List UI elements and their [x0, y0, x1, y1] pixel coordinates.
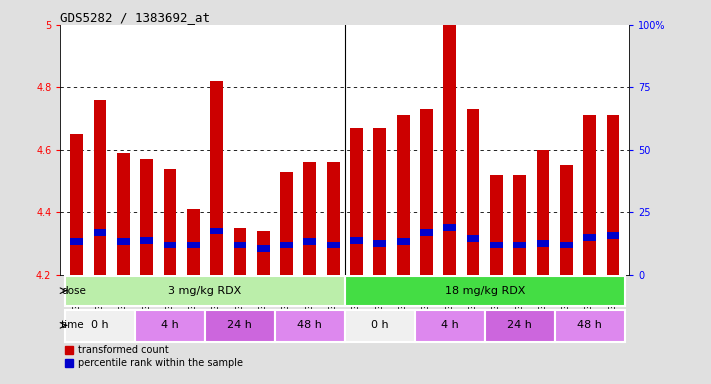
Bar: [466, 235, 479, 242]
Bar: [94, 100, 107, 275]
Bar: [490, 175, 503, 275]
Bar: [583, 234, 596, 241]
Bar: [135, 310, 205, 342]
Bar: [444, 25, 456, 275]
Bar: [373, 240, 386, 247]
Text: 24 h: 24 h: [507, 320, 532, 330]
Bar: [345, 276, 624, 306]
Bar: [164, 242, 176, 248]
Bar: [420, 229, 433, 236]
Bar: [94, 229, 107, 236]
Bar: [117, 238, 130, 245]
Text: time: time: [61, 320, 85, 330]
Bar: [304, 162, 316, 275]
Bar: [187, 242, 200, 248]
Bar: [555, 310, 624, 342]
Text: 3 mg/kg RDX: 3 mg/kg RDX: [169, 286, 242, 296]
Text: 24 h: 24 h: [228, 320, 252, 330]
Bar: [560, 166, 572, 275]
Bar: [187, 209, 200, 275]
Bar: [210, 81, 223, 275]
Text: dose: dose: [61, 286, 86, 296]
Bar: [280, 172, 293, 275]
Bar: [415, 310, 485, 342]
Bar: [70, 238, 83, 245]
Bar: [140, 237, 153, 244]
Bar: [606, 116, 619, 275]
Bar: [327, 162, 340, 275]
Text: 48 h: 48 h: [577, 320, 602, 330]
Bar: [257, 231, 269, 275]
Bar: [70, 134, 83, 275]
Bar: [140, 159, 153, 275]
Bar: [350, 237, 363, 244]
Text: 0 h: 0 h: [371, 320, 389, 330]
Bar: [513, 242, 526, 248]
Bar: [466, 109, 479, 275]
Bar: [275, 310, 345, 342]
Bar: [327, 242, 340, 248]
Bar: [280, 242, 293, 248]
Bar: [485, 310, 555, 342]
Bar: [537, 150, 550, 275]
Legend: transformed count, percentile rank within the sample: transformed count, percentile rank withi…: [65, 345, 243, 368]
Text: 18 mg/kg RDX: 18 mg/kg RDX: [444, 286, 525, 296]
Bar: [560, 242, 572, 248]
Text: GDS5282 / 1383692_at: GDS5282 / 1383692_at: [60, 11, 210, 24]
Bar: [373, 128, 386, 275]
Bar: [397, 238, 410, 245]
Bar: [606, 232, 619, 239]
Bar: [233, 242, 246, 248]
Bar: [65, 310, 135, 342]
Bar: [257, 245, 269, 252]
Text: 48 h: 48 h: [297, 320, 322, 330]
Bar: [164, 169, 176, 275]
Bar: [583, 116, 596, 275]
Bar: [205, 310, 275, 342]
Bar: [304, 238, 316, 245]
Bar: [350, 128, 363, 275]
Bar: [537, 240, 550, 247]
Bar: [233, 228, 246, 275]
Bar: [397, 116, 410, 275]
Bar: [117, 153, 130, 275]
Text: 4 h: 4 h: [441, 320, 459, 330]
Bar: [490, 242, 503, 248]
Text: 4 h: 4 h: [161, 320, 179, 330]
Bar: [513, 175, 526, 275]
Bar: [345, 310, 415, 342]
Text: 0 h: 0 h: [91, 320, 109, 330]
Bar: [210, 228, 223, 235]
Bar: [420, 109, 433, 275]
Bar: [444, 224, 456, 231]
Bar: [65, 276, 345, 306]
